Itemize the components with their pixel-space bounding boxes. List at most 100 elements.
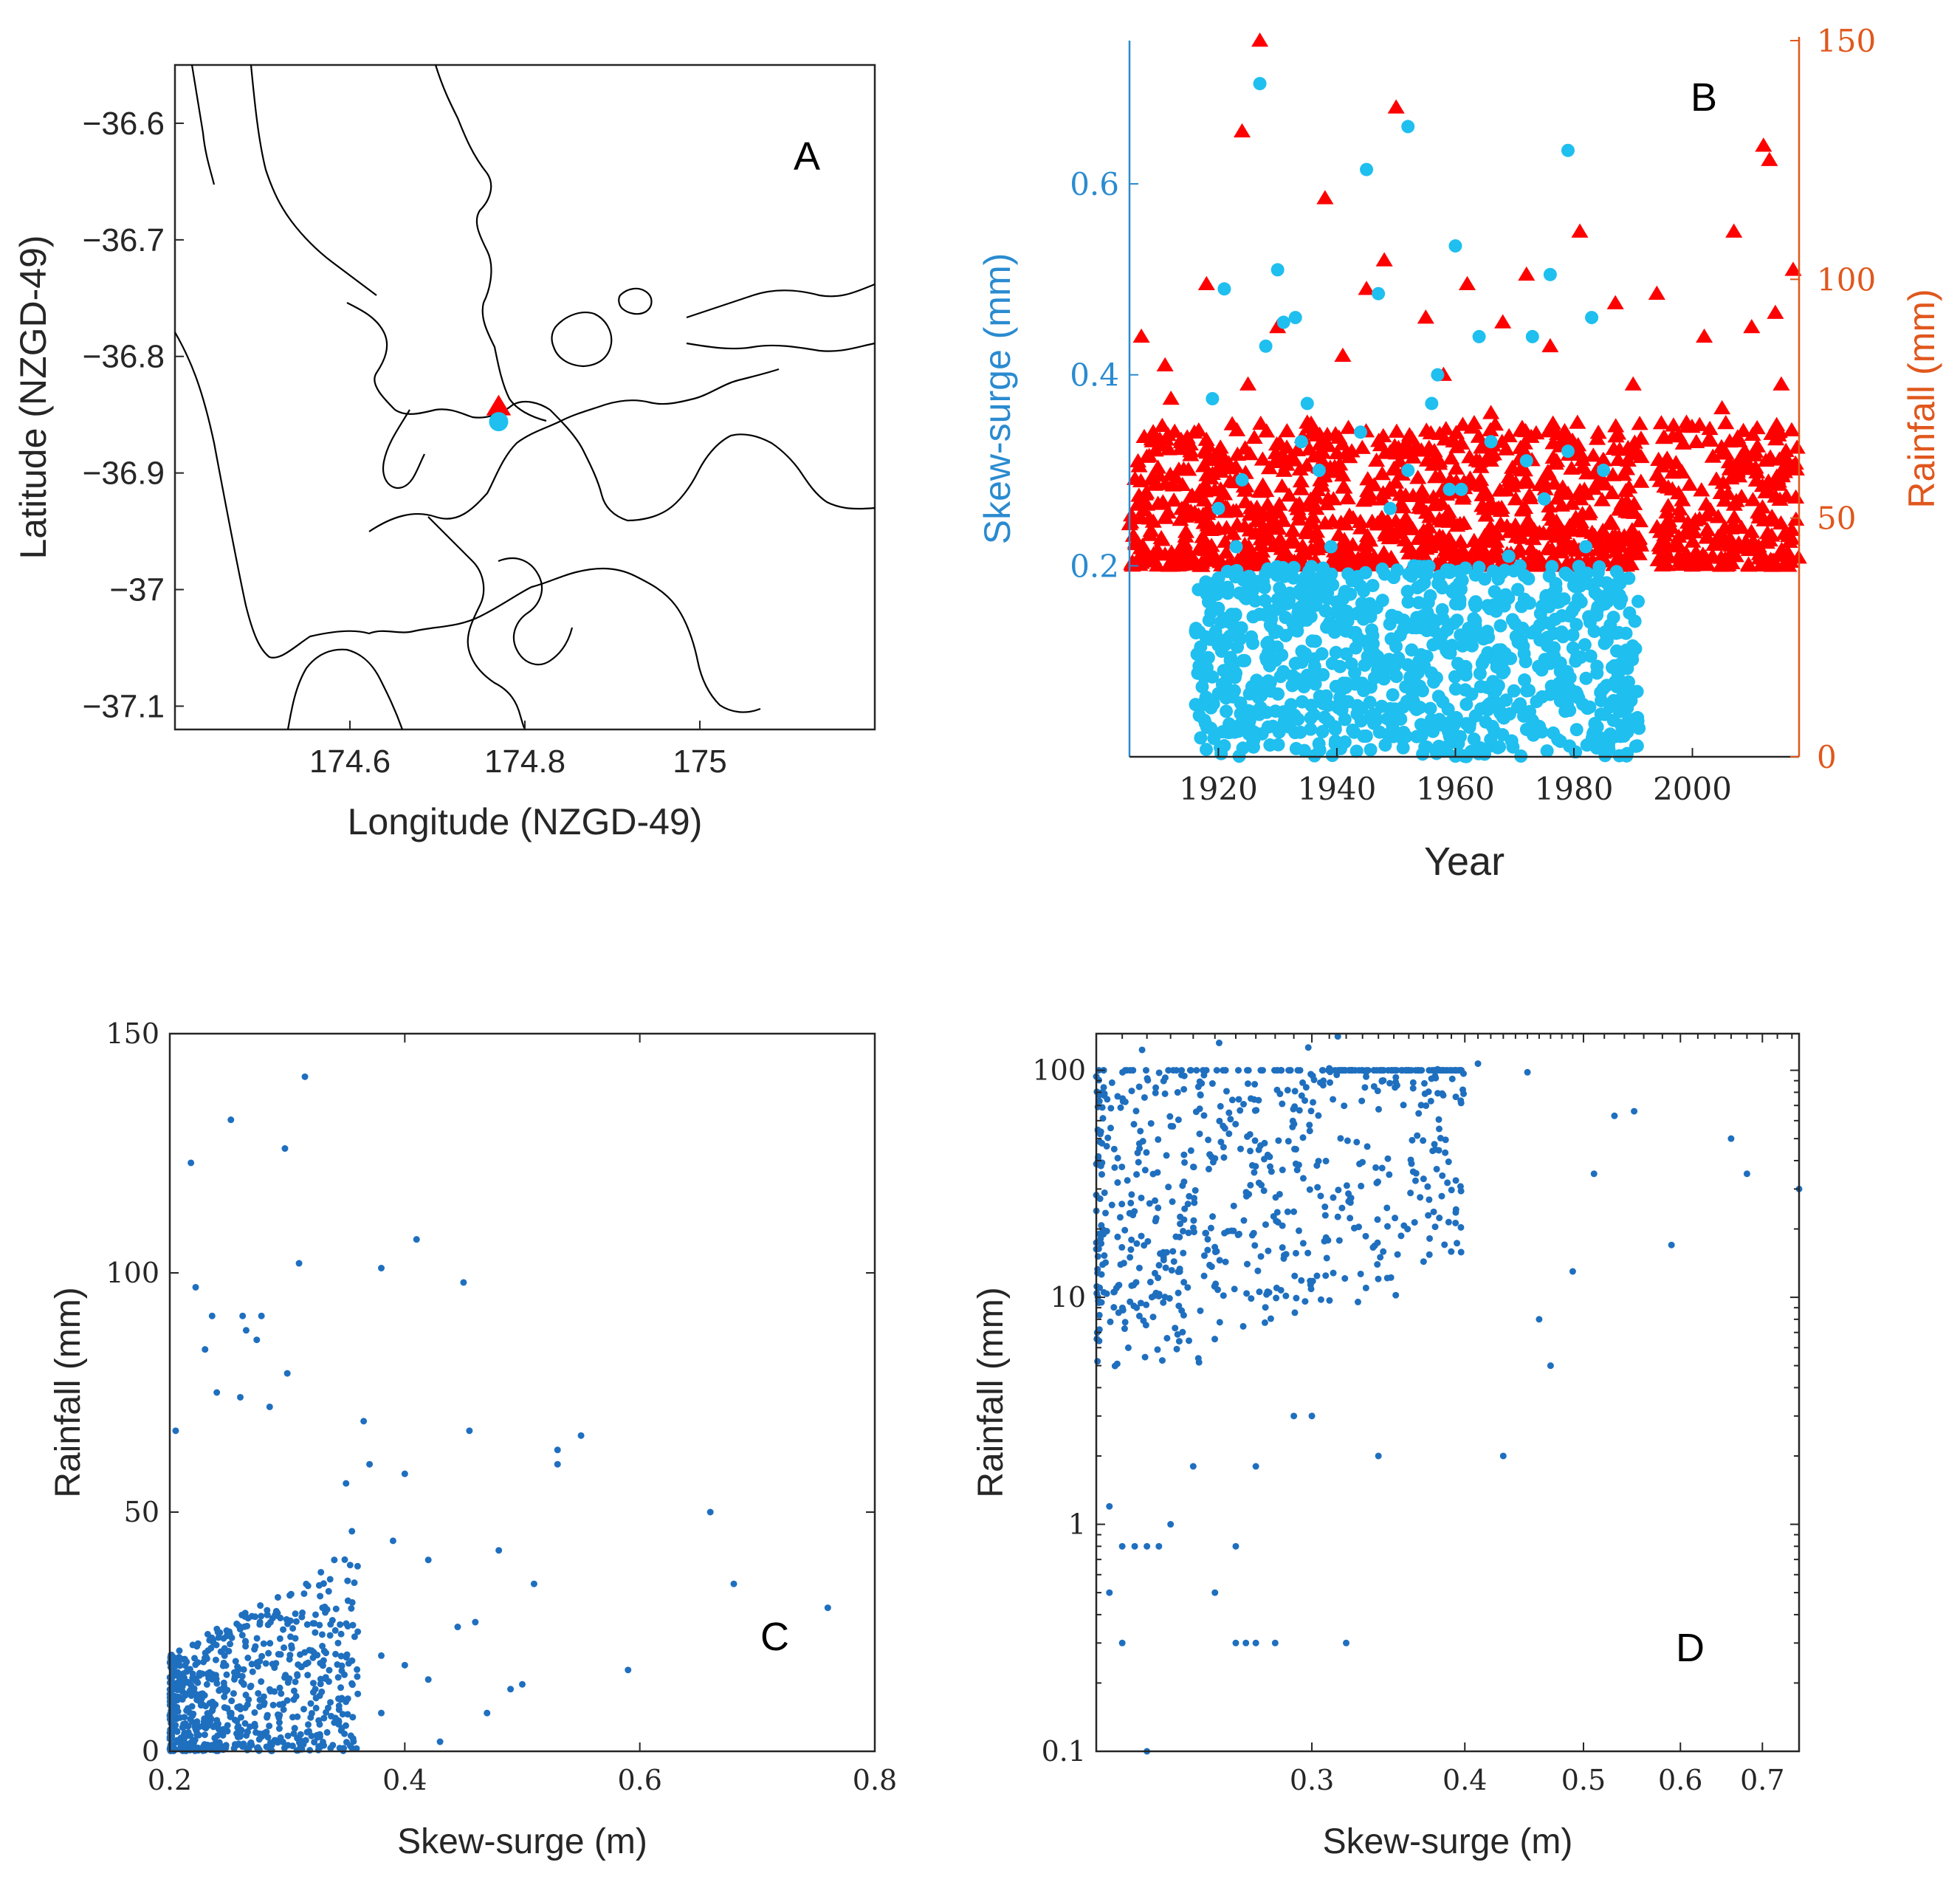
scatter-point (260, 1693, 267, 1700)
skew-surge-marker (1584, 649, 1598, 663)
scatter-point (1094, 1269, 1101, 1277)
rainfall-marker (1144, 550, 1163, 565)
skew-surge-marker (1540, 744, 1554, 758)
scatter-point (337, 1696, 344, 1703)
rainfall-marker (1615, 528, 1633, 543)
skew-surge-marker (1502, 591, 1516, 605)
skew-surge-marker (1293, 587, 1307, 601)
rainfall-marker (1212, 553, 1230, 568)
rainfall-marker (1573, 459, 1591, 474)
scatter-point (1384, 1155, 1392, 1162)
rainfall-marker (1650, 451, 1668, 467)
scatter-point (1307, 1107, 1315, 1115)
rainfall-marker (1758, 534, 1775, 549)
scatter-point (1268, 1168, 1275, 1175)
rainfall-marker (1299, 414, 1316, 429)
rainfall-marker (1160, 441, 1177, 456)
scatter-point (1175, 1289, 1182, 1297)
scatter-point (210, 1704, 217, 1711)
rainfall-marker (1224, 525, 1242, 540)
scatter-point (279, 1738, 286, 1745)
scatter-point (1375, 1275, 1382, 1282)
rainfall-marker (1292, 473, 1310, 488)
scatter-point (1146, 1278, 1154, 1285)
rainfall-marker (1772, 376, 1790, 391)
scatter-point (181, 1655, 188, 1663)
rainfall-marker (1216, 486, 1234, 501)
skew-surge-marker (1569, 617, 1584, 631)
y-tick-label: −36.6 (83, 106, 165, 142)
scatter-point (1279, 1100, 1286, 1107)
scatter-point (193, 1643, 201, 1650)
x-axis-title: Skew-surge (m) (397, 1822, 647, 1861)
left-y-tick-label: 0.6 (1070, 166, 1119, 202)
skew-surge-marker (1354, 714, 1368, 728)
skew-surge-marker (1214, 583, 1228, 597)
rainfall-marker (1217, 544, 1235, 559)
rainfall-marker (1527, 425, 1545, 440)
scatter-point (1298, 1092, 1305, 1099)
skew-surge-marker (1300, 396, 1314, 411)
scatter-point (287, 1590, 295, 1598)
scatter-point (1267, 1163, 1274, 1170)
scatter-point (1304, 1249, 1312, 1257)
scatter-point (1444, 1179, 1451, 1186)
panel-c-axes: 0.2 0.4 0.6 0.8 0 50 100 150 Skew-surge (m) Rainf… (49, 1017, 897, 1861)
scatter-point (1334, 1033, 1341, 1040)
scatter-point (241, 1704, 249, 1711)
scatter-point (230, 1690, 237, 1697)
x-tick-label: 0.4 (382, 1764, 427, 1796)
scatter-point (1251, 1081, 1259, 1088)
skew-surge-marker (1630, 739, 1644, 753)
rainfall-marker (1461, 449, 1479, 464)
scatter-point (1299, 1175, 1307, 1182)
scatter-point (311, 1620, 318, 1627)
scatter-point (331, 1627, 339, 1634)
skew-surge-marker (1484, 435, 1498, 449)
skew-surge-marker (1192, 625, 1206, 639)
scatter-point (188, 1159, 195, 1167)
scatter-point (1117, 1104, 1124, 1111)
scatter-point (1261, 1139, 1268, 1147)
scatter-point (1144, 1237, 1152, 1245)
scatter-point (1457, 1097, 1465, 1105)
skew-surge-marker (1327, 625, 1341, 639)
rainfall-marker (1671, 508, 1688, 523)
scatter-point (1569, 1268, 1576, 1275)
y-tick-label: −36.8 (83, 339, 165, 375)
scatter-point (314, 1652, 321, 1659)
rainfall-marker (1161, 467, 1179, 481)
rainfall-marker (1564, 522, 1581, 537)
scatter-point (354, 1562, 361, 1570)
scatter-point (1377, 1254, 1384, 1261)
scatter-point (1161, 1090, 1169, 1097)
scatter-point (1291, 1309, 1299, 1316)
scatter-point (1177, 1220, 1184, 1228)
scatter-point (1176, 1233, 1183, 1240)
scatter-point (1383, 1274, 1391, 1282)
scatter-point (312, 1704, 320, 1711)
rainfall-marker (1275, 462, 1293, 477)
scatter-point (1144, 1542, 1151, 1550)
skew-surge-marker (1394, 712, 1408, 726)
scatter-point (290, 1696, 298, 1703)
scatter-point (1208, 1080, 1216, 1088)
scatter-point (253, 1635, 261, 1642)
rainfall-marker (1744, 537, 1762, 552)
skew-surge-marker (1432, 712, 1446, 727)
skew-surge-marker (1291, 712, 1305, 727)
scatter-point (1262, 1304, 1269, 1311)
scatter-point (1411, 1219, 1418, 1226)
rainfall-marker (1677, 414, 1696, 429)
scatter-point (1130, 1121, 1138, 1128)
scatter-point (1155, 1069, 1163, 1076)
skew-surge-marker (1505, 613, 1519, 627)
rainfall-marker (1658, 504, 1676, 519)
scatter-point (263, 1728, 270, 1736)
rainfall-marker (1693, 482, 1710, 497)
scatter-point (264, 1611, 271, 1618)
skew-surge-marker (1424, 666, 1438, 680)
skew-surge-marker (1562, 609, 1576, 623)
skew-surge-marker (1273, 670, 1287, 684)
rainfall-marker (1584, 447, 1602, 462)
